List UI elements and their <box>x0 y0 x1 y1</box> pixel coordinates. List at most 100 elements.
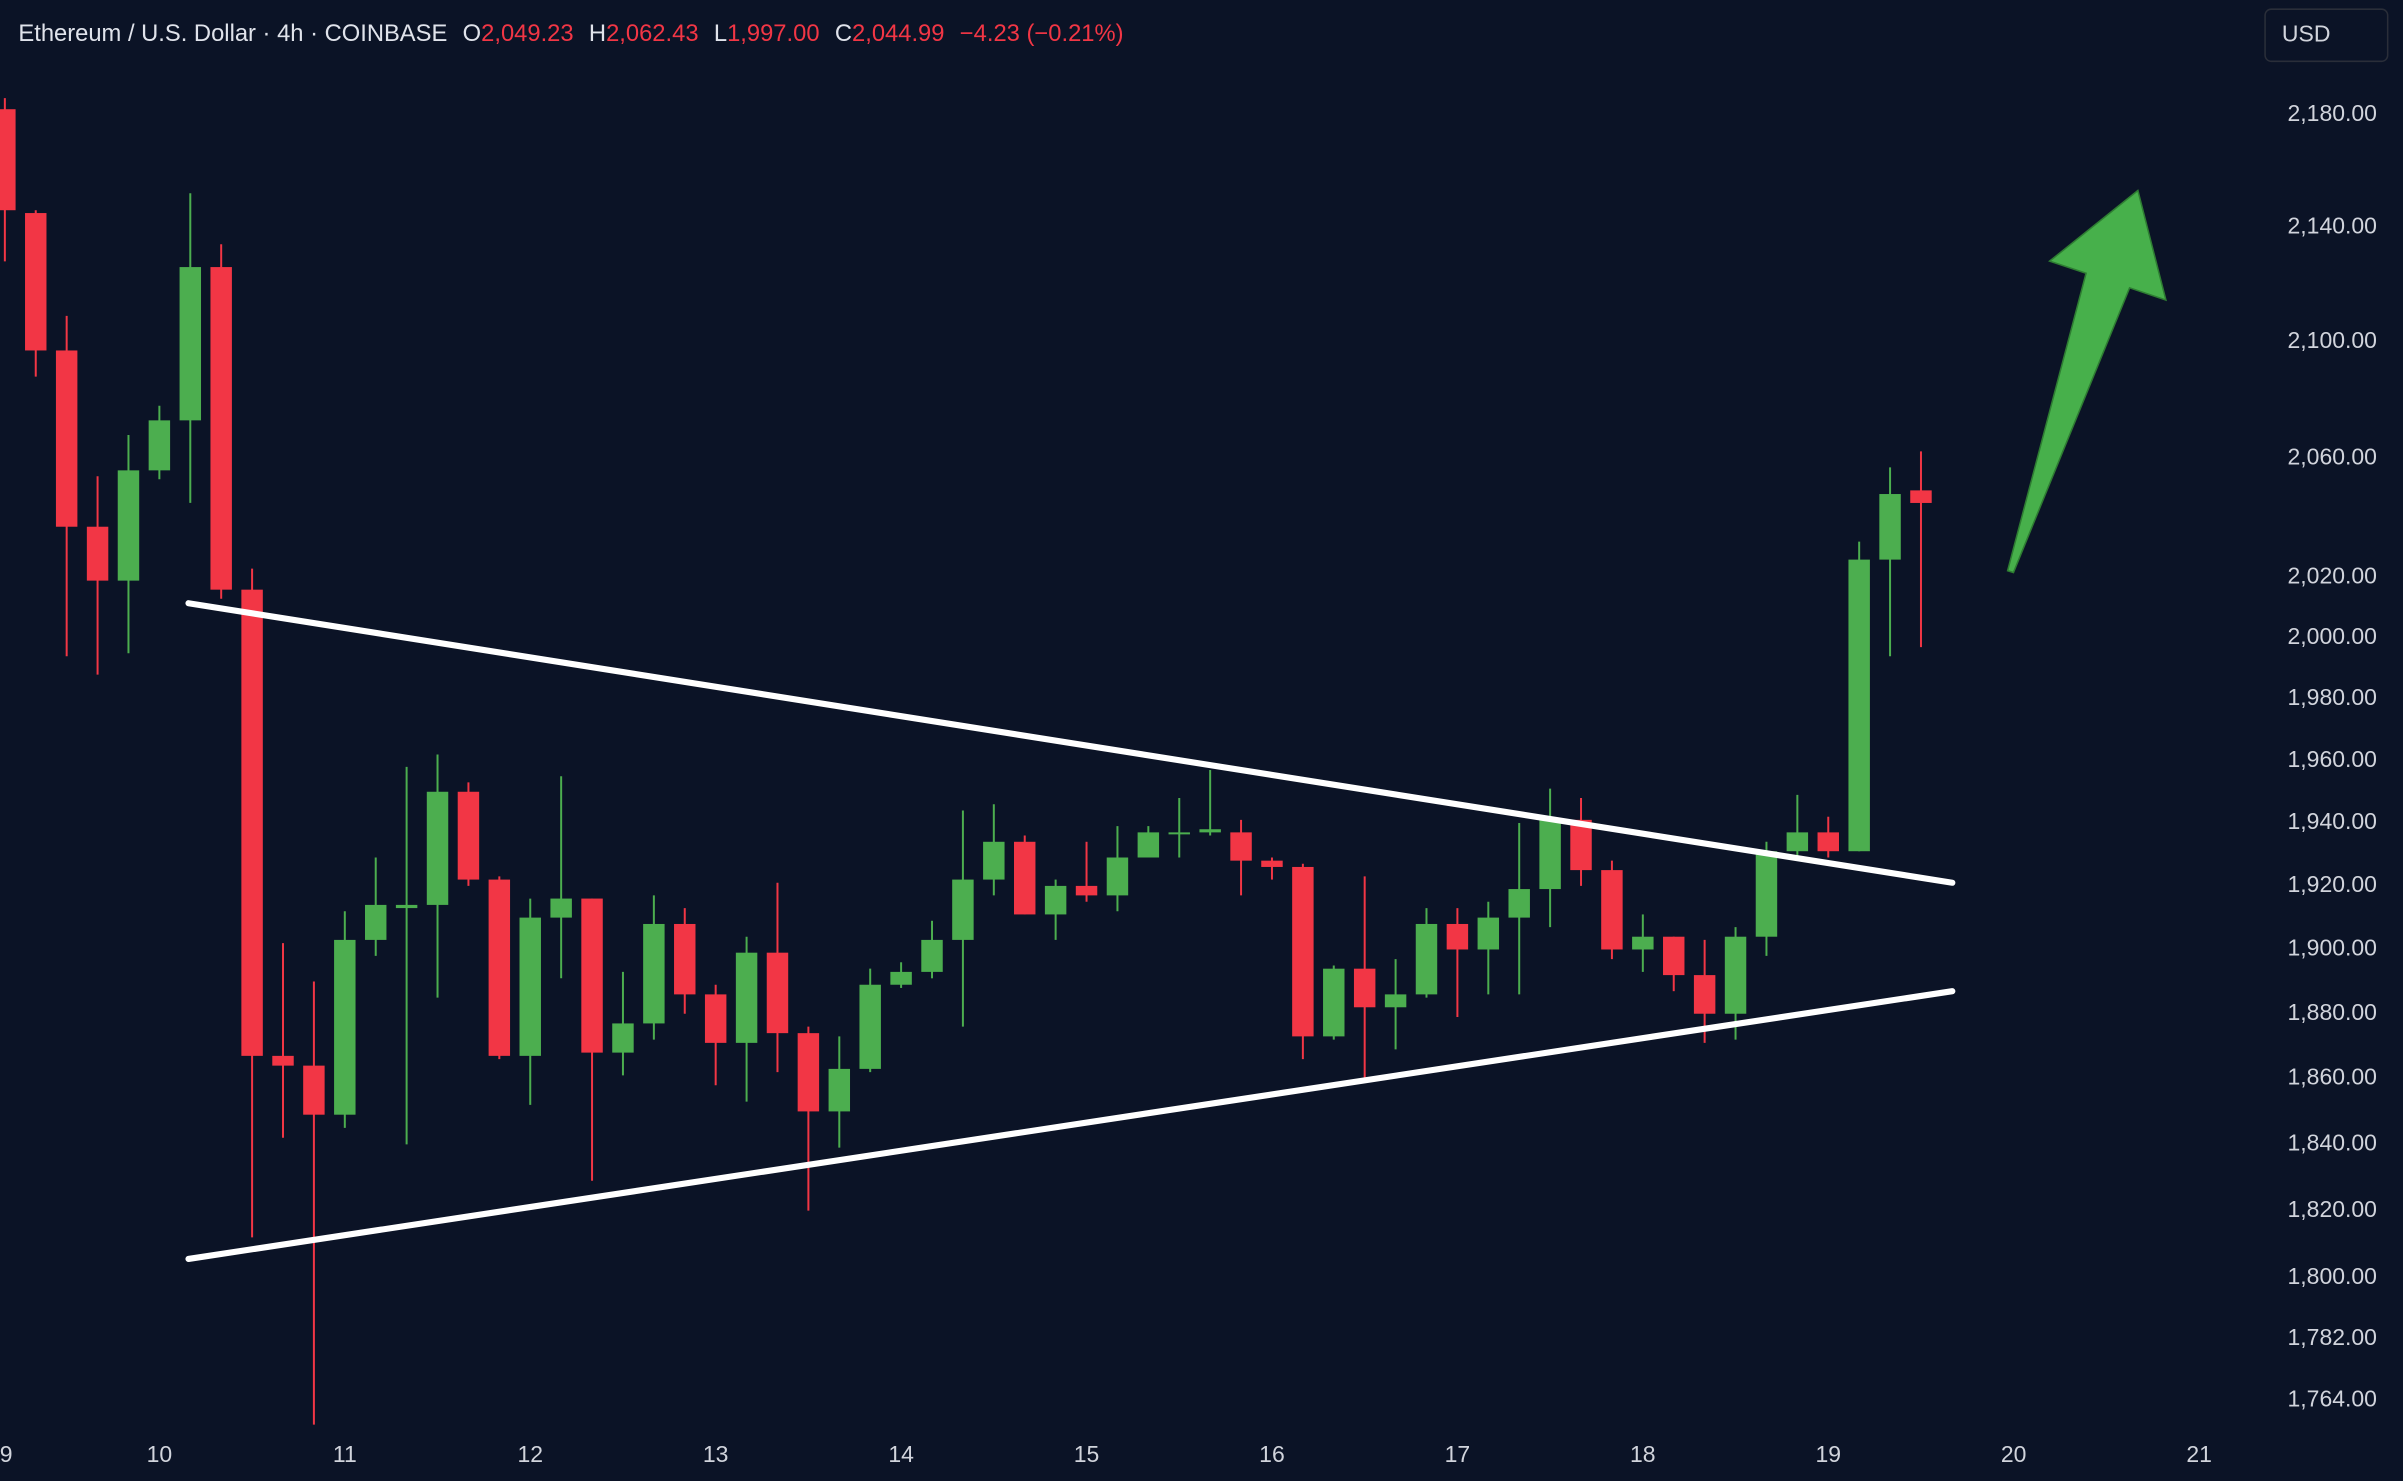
candle <box>86 476 109 675</box>
candle-body <box>25 213 47 351</box>
arrow <box>2006 189 2168 574</box>
candle <box>148 405 171 480</box>
candle <box>921 920 943 979</box>
candle <box>1446 908 1469 1017</box>
candle-body <box>921 939 943 972</box>
candle <box>488 876 511 1060</box>
x-tick-label: 12 <box>517 1441 543 1467</box>
x-tick-label: 17 <box>1445 1441 1471 1467</box>
candle <box>272 943 294 1138</box>
candle-body <box>612 1023 634 1053</box>
candle-body <box>952 879 974 940</box>
candle-body <box>1786 832 1809 852</box>
candle <box>1570 797 1592 886</box>
candle-body <box>1693 975 1716 1014</box>
candle <box>519 898 541 1105</box>
x-tick-label: 14 <box>888 1441 914 1467</box>
y-tick-label: 1,980.00 <box>2288 684 2377 710</box>
y-tick-label: 2,060.00 <box>2288 444 2377 470</box>
candle-body <box>1323 968 1345 1037</box>
candle-body <box>890 971 912 985</box>
ohlc-value: 1,997.00 <box>727 21 819 48</box>
x-tick-label: 19 <box>1815 1441 1841 1467</box>
y-tick-label: 1,800.00 <box>2288 1263 2377 1289</box>
candle <box>1539 788 1561 928</box>
candle-body <box>148 420 171 471</box>
y-tick-label: 2,100.00 <box>2288 327 2377 353</box>
candle <box>766 882 789 1073</box>
y-tick-label: 1,920.00 <box>2288 871 2377 897</box>
candle-body <box>1261 860 1283 867</box>
candle <box>643 895 665 1040</box>
candle <box>1106 826 1129 912</box>
candle <box>1044 879 1067 940</box>
candle-body <box>1570 819 1592 871</box>
candle <box>1384 959 1407 1050</box>
candle <box>1786 794 1809 861</box>
candle <box>1755 841 1778 956</box>
y-tick-label: 2,180.00 <box>2288 100 2377 126</box>
candle-body <box>1508 889 1530 918</box>
candle <box>1137 826 1160 858</box>
candle <box>735 936 758 1102</box>
y-tick-label: 2,000.00 <box>2288 623 2377 649</box>
y-tick-label: 1,840.00 <box>2288 1129 2377 1155</box>
y-tick-label: 1,820.00 <box>2288 1196 2377 1222</box>
currency-button-box[interactable] <box>2264 8 2389 63</box>
currency-button-label[interactable]: USD <box>2282 20 2331 46</box>
y-tick-label: 1,764.00 <box>2288 1386 2377 1412</box>
candle-body <box>1446 923 1469 950</box>
y-tick-label: 2,020.00 <box>2288 563 2377 589</box>
x-tick-label: 21 <box>2186 1441 2212 1467</box>
candle-body <box>86 526 109 581</box>
ohlc-label: H <box>589 21 606 48</box>
candle <box>117 435 140 654</box>
candle <box>457 782 480 886</box>
candle-body <box>766 952 789 1034</box>
candle-body <box>797 1033 820 1112</box>
candle-body <box>0 109 16 211</box>
candle <box>179 193 202 503</box>
y-tick-label: 2,140.00 <box>2288 212 2377 238</box>
candle <box>364 857 387 956</box>
candle-body <box>1230 832 1252 861</box>
candle <box>1014 835 1036 915</box>
ohlc-label: L <box>714 21 727 48</box>
candle-body <box>1415 923 1438 995</box>
candle-body <box>117 470 140 581</box>
change-value: −4.23 (−0.21%) <box>960 21 1124 48</box>
currency-button[interactable]: USD <box>2264 8 2389 63</box>
candle-body <box>241 589 263 1056</box>
candle <box>1292 863 1314 1060</box>
candle-body <box>364 904 387 940</box>
candle <box>983 804 1005 896</box>
candle <box>395 766 418 1145</box>
candle <box>210 244 232 599</box>
candle-body <box>704 994 727 1043</box>
candle-body <box>1755 851 1778 937</box>
candle <box>1663 936 1685 992</box>
x-tick-label: 15 <box>1074 1441 1100 1467</box>
x-tick-label: 11 <box>333 1441 357 1467</box>
candle-body <box>488 879 511 1056</box>
x-tick-label: 18 <box>1630 1441 1656 1467</box>
candle <box>55 315 78 657</box>
candle <box>1632 914 1654 972</box>
x-tick-label: 20 <box>2001 1441 2027 1467</box>
candle <box>1879 467 1901 657</box>
candle <box>426 754 449 998</box>
candle-body <box>550 898 572 918</box>
candle <box>1415 908 1438 998</box>
candle <box>704 984 727 1086</box>
candle-body <box>457 791 480 880</box>
candle <box>1261 857 1283 880</box>
candle-body <box>426 791 449 905</box>
candle-body <box>859 984 881 1069</box>
candle-body <box>1353 968 1376 1008</box>
candle <box>1601 860 1623 960</box>
candle <box>859 968 881 1073</box>
candle-body <box>179 267 202 421</box>
plot-area <box>0 98 2168 1425</box>
trendline <box>185 988 1956 1262</box>
candle <box>0 98 16 262</box>
